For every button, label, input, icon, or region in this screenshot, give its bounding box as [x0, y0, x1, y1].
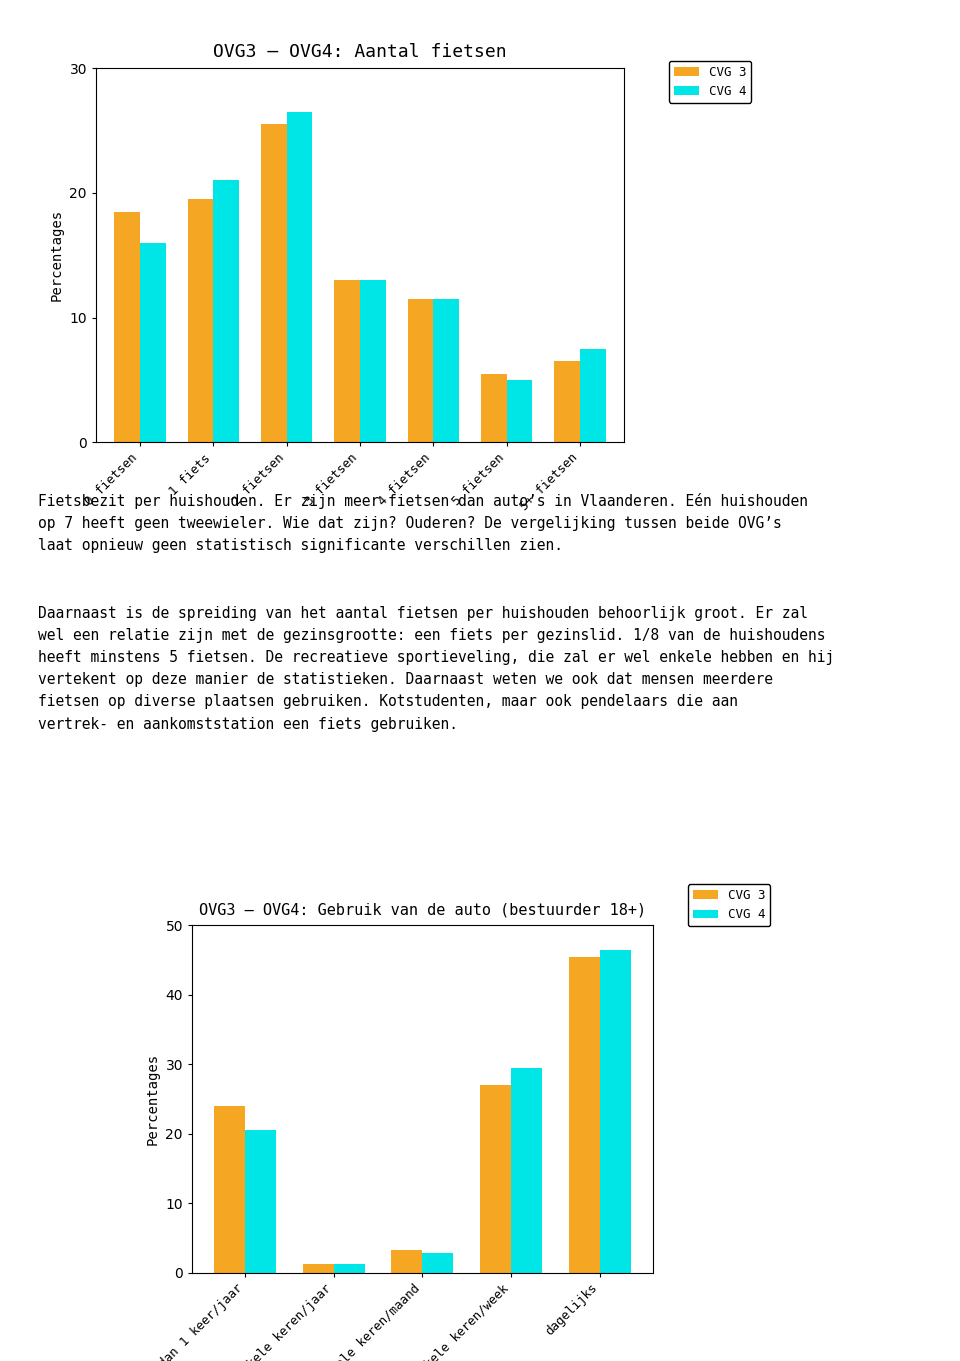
Y-axis label: Percentages: Percentages [50, 210, 63, 301]
Bar [140, 242, 166, 442]
Bar [261, 124, 287, 442]
Bar [392, 1251, 422, 1273]
Text: Fietsbezit per huishouden. Er zijn meer fietsen dan auto’s in Vlaanderen. Eén hu: Fietsbezit per huishouden. Er zijn meer … [38, 493, 808, 553]
Bar [600, 950, 631, 1273]
Legend: CVG 3, CVG 4: CVG 3, CVG 4 [688, 885, 770, 927]
Bar [334, 280, 360, 442]
Title: OVG3 – OVG4: Gebruik van de auto (bestuurder 18+): OVG3 – OVG4: Gebruik van de auto (bestuu… [199, 902, 646, 917]
Bar [481, 374, 507, 442]
Bar [408, 299, 433, 442]
Bar [245, 1130, 276, 1273]
Bar [187, 199, 213, 442]
Bar [433, 299, 459, 442]
Bar [480, 1085, 511, 1273]
Bar [334, 1264, 365, 1273]
Bar [580, 348, 606, 442]
Bar [114, 211, 140, 442]
Bar [287, 112, 312, 442]
Bar [214, 1106, 245, 1273]
Bar [360, 280, 386, 442]
Title: OVG3 – OVG4: Aantal fietsen: OVG3 – OVG4: Aantal fietsen [213, 44, 507, 61]
Text: Daarnaast is de spreiding van het aantal fietsen per huishouden behoorlijk groot: Daarnaast is de spreiding van het aantal… [38, 606, 834, 732]
Bar [511, 1068, 542, 1273]
Y-axis label: Percentages: Percentages [146, 1053, 159, 1145]
Bar [507, 380, 533, 442]
Bar [422, 1253, 453, 1273]
Bar [213, 181, 239, 442]
Legend: CVG 3, CVG 4: CVG 3, CVG 4 [669, 61, 751, 103]
Bar [554, 361, 580, 442]
Bar [302, 1264, 334, 1273]
Bar [568, 957, 600, 1273]
